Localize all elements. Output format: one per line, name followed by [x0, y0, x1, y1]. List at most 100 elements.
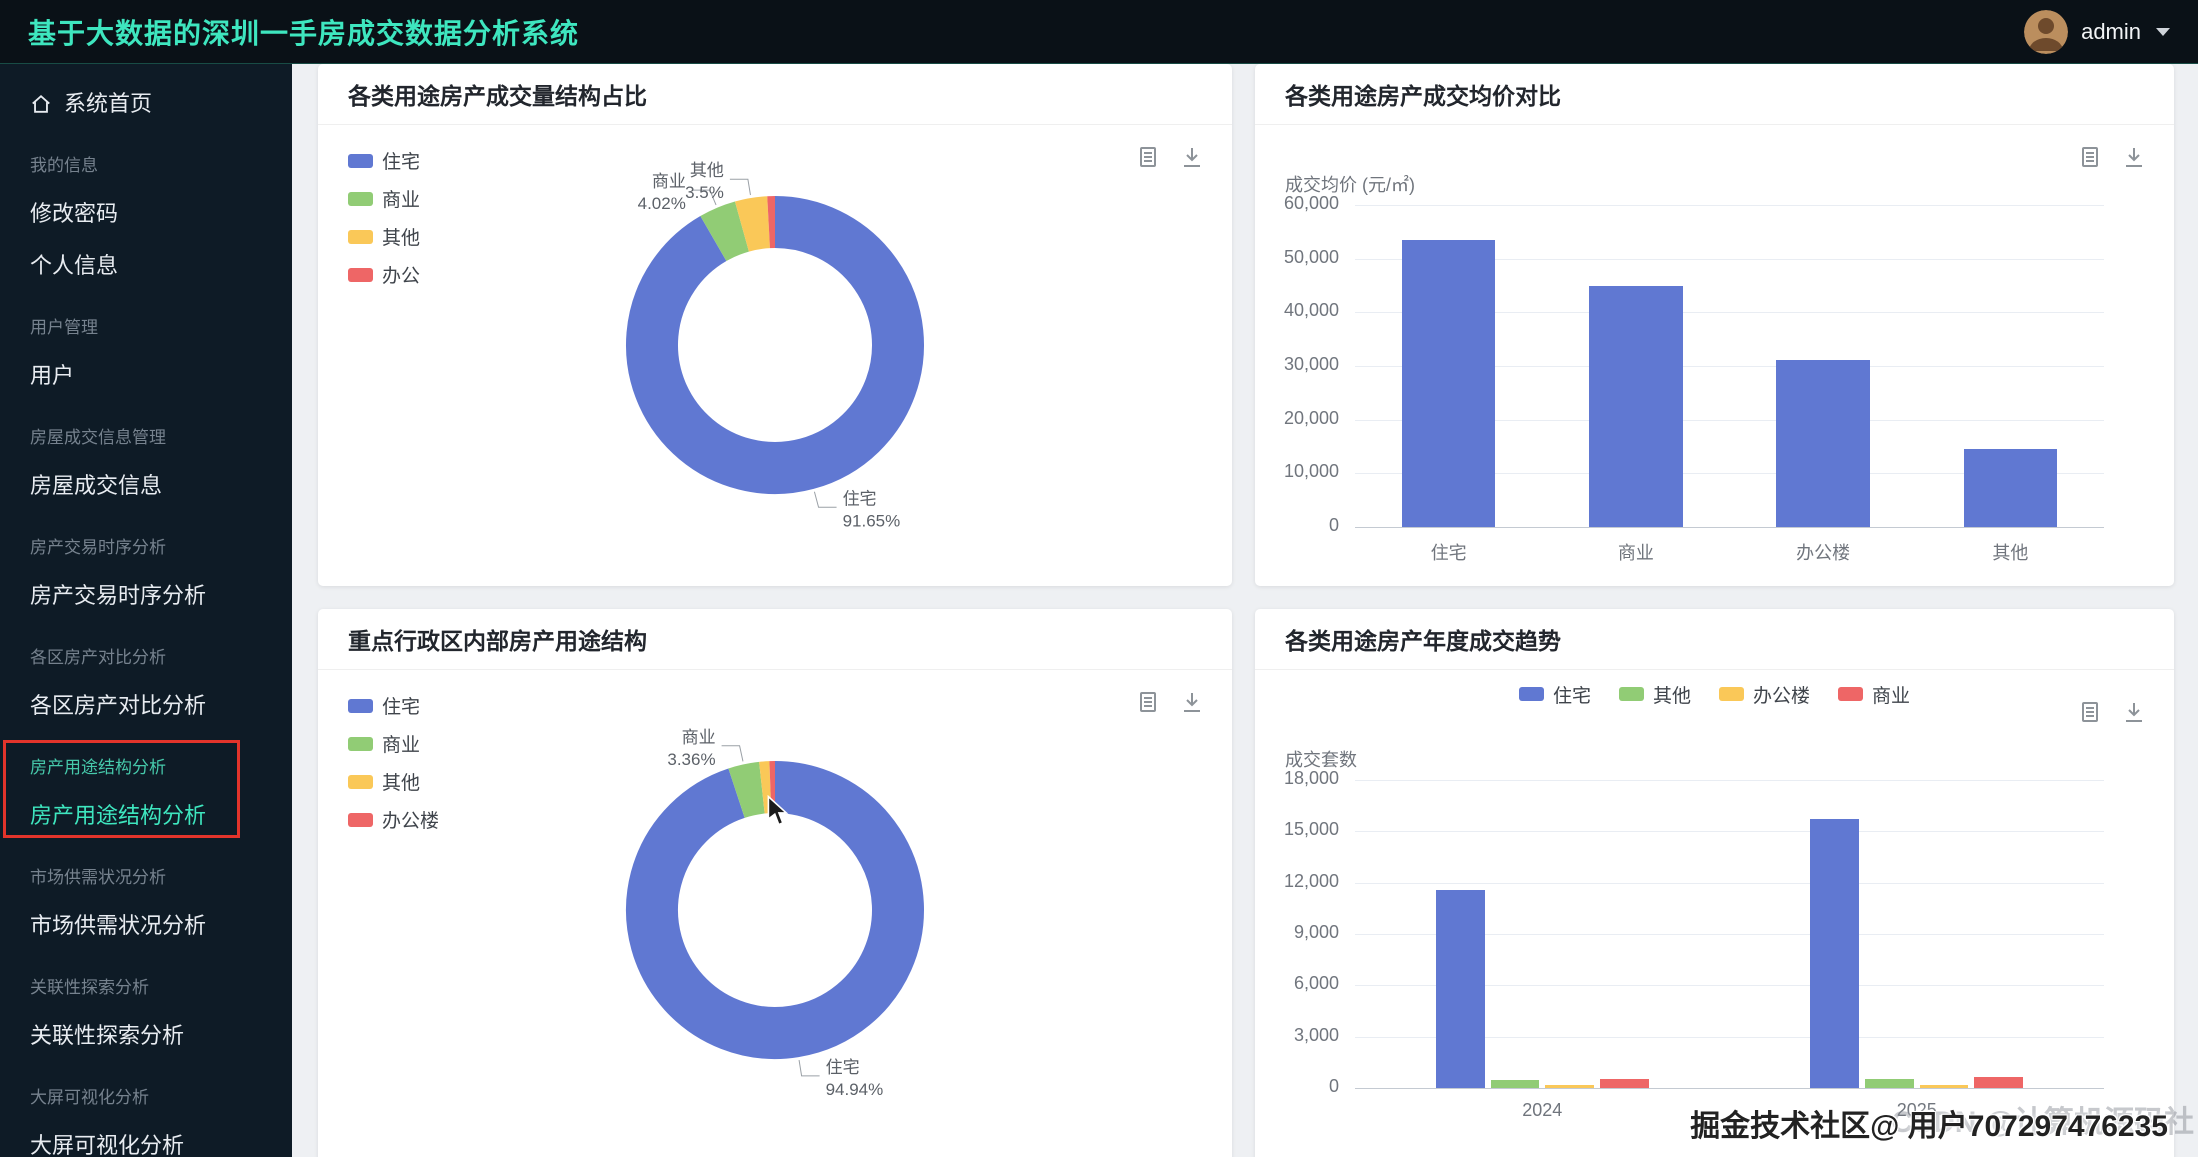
legend-color-chip	[1518, 687, 1544, 701]
chart-legend: 住宅商业其他办公	[348, 147, 420, 288]
donut-chart-district-usage[interactable]: 住宅 94.94% 商业 3.36%	[318, 670, 1232, 1150]
pie-slice[interactable]	[700, 201, 750, 262]
avatar[interactable]	[2024, 9, 2069, 54]
bar[interactable]	[1810, 819, 1860, 1088]
gridline	[1355, 882, 2104, 884]
bar[interactable]	[1963, 448, 2058, 527]
data-view-icon[interactable]	[1136, 690, 1160, 714]
sidebar-item[interactable]: 房产交易时序分析	[30, 583, 207, 608]
bar-chart-avg-price[interactable]: 成交均价 (元/㎡) 0 10,000 20,000 30,000 40,000 50,00…	[1255, 125, 2174, 586]
sidebar-item[interactable]: 修改密码	[30, 201, 119, 226]
y-tick-label: 60,000	[1283, 193, 1339, 213]
y-tick-label: 20,000	[1283, 407, 1339, 428]
x-tick-label: 2024	[1522, 1100, 1563, 1120]
pie-slice-label: 商业 4.02%	[638, 172, 686, 213]
gridline	[1355, 419, 2104, 421]
legend-label: 办公	[382, 266, 421, 287]
bar[interactable]	[1599, 1079, 1649, 1088]
legend-item[interactable]: 其他	[348, 223, 420, 250]
gridline	[1355, 366, 2104, 367]
card-title: 各类用途房产年度成交趋势	[1255, 609, 2174, 670]
legend-item[interactable]: 办公楼	[1719, 681, 1810, 708]
data-view-icon[interactable]	[2078, 145, 2102, 169]
legend-item[interactable]: 办公楼	[348, 806, 439, 833]
x-tick-label: 办公楼	[1796, 543, 1851, 563]
pie-slice[interactable]	[626, 196, 924, 494]
sidebar-item[interactable]: 系统首页	[0, 78, 292, 130]
x-tick-label: 2025	[1896, 1100, 1937, 1120]
pie-slice[interactable]	[626, 761, 924, 1059]
y-tick-label: 12,000	[1283, 870, 1339, 891]
bar[interactable]	[1401, 239, 1496, 527]
legend-label: 商业	[1872, 685, 1911, 707]
avatar-image	[2024, 9, 2069, 54]
legend-item[interactable]: 商业	[1838, 681, 1910, 708]
legend-item[interactable]: 住宅	[348, 692, 439, 719]
legend-color-chip	[348, 191, 373, 206]
legend-label: 其他	[382, 773, 421, 794]
bar[interactable]	[1919, 1084, 1969, 1088]
sidebar-item[interactable]: 房屋成交信息	[30, 473, 163, 498]
chart-toolbox	[2078, 700, 2146, 724]
legend-item[interactable]: 办公	[348, 261, 420, 288]
sidebar-item[interactable]: 个人信息	[30, 253, 119, 278]
sidebar-item[interactable]: 关联性探索分析	[30, 1023, 185, 1048]
pie-slice-label: 其他 3.5%	[685, 161, 724, 202]
bar[interactable]	[1589, 285, 1683, 527]
legend-color-chip	[348, 267, 373, 282]
gridline	[1355, 780, 2104, 781]
main-content: 各类用途房产成交量结构占比 住宅 商业 其他 办公 住宅 91.65% 商业 4.02% 其他…	[292, 64, 2198, 1157]
legend-item[interactable]: 其他	[1618, 681, 1691, 708]
y-axis-name: 成交均价 (元/㎡)	[1285, 175, 1415, 195]
username: admin	[2081, 18, 2141, 44]
sidebar-section-label: 大屏可视化分析	[30, 1088, 149, 1107]
sidebar-item[interactable]: 大屏可视化分析	[30, 1133, 185, 1157]
legend-label: 住宅	[1552, 685, 1591, 707]
pie-slice-label: 住宅 91.65%	[843, 489, 901, 530]
y-tick-label: 50,000	[1283, 246, 1339, 267]
y-axis-name: 成交套数	[1285, 750, 1357, 770]
pie-slice[interactable]	[728, 761, 766, 819]
pie-slice[interactable]	[734, 196, 771, 252]
legend-item[interactable]: 商业	[348, 185, 420, 212]
download-icon[interactable]	[2122, 145, 2146, 169]
bar[interactable]	[1776, 360, 1870, 527]
sidebar-item-label: 系统首页	[64, 91, 153, 116]
chart-toolbox	[1136, 690, 1204, 714]
legend-item[interactable]: 其他	[348, 768, 439, 795]
data-view-icon[interactable]	[2078, 700, 2102, 724]
download-icon[interactable]	[1180, 145, 1204, 169]
card-body: 成交均价 (元/㎡) 0 10,000 20,000 30,000 40,000 50,00…	[1255, 125, 2174, 586]
grouped-bar-chart-yearly-trend[interactable]: 成交套数 0 3,000 6,000 9,000 12,000 15,000 18,000 20…	[1255, 718, 2174, 1120]
user-menu[interactable]: admin	[2024, 9, 2170, 54]
sidebar-item[interactable]: 各区房产对比分析	[30, 693, 207, 718]
legend-item[interactable]: 住宅	[348, 147, 420, 174]
download-icon[interactable]	[2122, 700, 2146, 724]
pie-slice[interactable]	[759, 761, 772, 814]
legend-color-chip	[348, 736, 373, 751]
y-tick-label: 0	[1328, 515, 1339, 535]
legend-item[interactable]: 住宅	[1518, 681, 1591, 708]
pie-slice-label: 住宅 94.94%	[826, 1058, 884, 1099]
sidebar-section-label: 房屋成交信息管理	[30, 428, 166, 447]
bar[interactable]	[1865, 1079, 1914, 1088]
bar[interactable]	[1490, 1080, 1540, 1088]
sidebar-section-label: 房产用途结构分析	[30, 758, 166, 777]
legend-color-chip	[1719, 687, 1744, 701]
donut-chart-usage-volume[interactable]: 住宅 91.65% 商业 4.02% 其他 3.5%	[318, 125, 1232, 565]
sidebar-item-active[interactable]: 房产用途结构分析	[30, 803, 207, 828]
sidebar-item[interactable]: 用户	[30, 363, 75, 388]
legend-item[interactable]: 商业	[348, 730, 439, 757]
card-yearly-trend: 各类用途房产年度成交趋势 住宅 其他 办公楼 商业 成交套数 0 3,000 6,000 9,…	[1255, 609, 2174, 1157]
y-tick-label: 3,000	[1293, 1024, 1339, 1045]
sidebar-item[interactable]: 市场供需状况分析	[30, 913, 207, 938]
card-usage-volume-share: 各类用途房产成交量结构占比 住宅 商业 其他 办公 住宅 91.65% 商业 4.02% 其他…	[318, 64, 1232, 586]
chart-legend: 住宅 其他 办公楼 商业	[1518, 681, 1910, 708]
bar[interactable]	[1435, 889, 1485, 1088]
gridline	[1355, 1036, 2104, 1038]
bar[interactable]	[1545, 1085, 1594, 1088]
download-icon[interactable]	[1180, 690, 1204, 714]
data-view-icon[interactable]	[1136, 145, 1160, 169]
bar[interactable]	[1974, 1077, 2024, 1088]
